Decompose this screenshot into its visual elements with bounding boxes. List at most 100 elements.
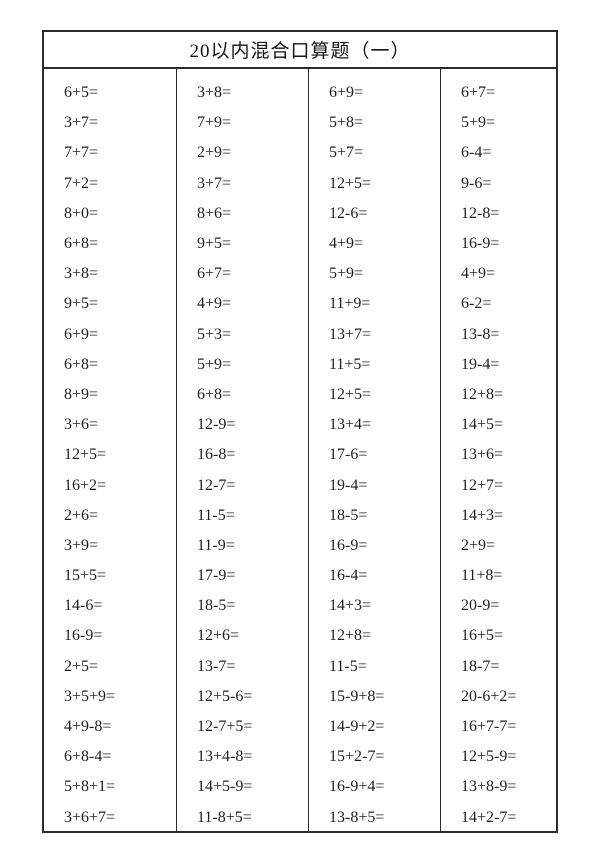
problem-text: 16-8=	[197, 446, 236, 464]
problem-text: 16-9=	[461, 235, 500, 253]
problem-text: 18-7=	[461, 657, 500, 675]
problem-text: 4+9=	[329, 235, 364, 253]
problem-cell: 6-4=	[461, 138, 556, 168]
problem-text: 4+9-8=	[64, 718, 112, 736]
problem-cell: 5+9=	[461, 108, 556, 138]
problem-cell: 14+3=	[461, 501, 556, 531]
problem-cell: 7+7=	[64, 138, 176, 168]
problem-cell: 4+9=	[197, 289, 308, 319]
problem-text: 3+6+7=	[64, 808, 116, 826]
problem-cell: 12-7+5=	[197, 712, 308, 742]
problem-cell: 3+7=	[197, 169, 308, 199]
problem-text: 12-8=	[461, 204, 500, 222]
problem-text: 17-6=	[329, 446, 368, 464]
problem-text: 3+8=	[197, 84, 232, 102]
problem-text: 6+8=	[64, 235, 99, 253]
problem-text: 12+5-9=	[461, 748, 517, 766]
problem-cell: 13-8+5=	[329, 803, 440, 833]
problem-cell: 18-5=	[329, 501, 440, 531]
problem-cell: 5+8+1=	[64, 772, 176, 802]
problem-cell: 16+7-7=	[461, 712, 556, 742]
problem-text: 5+8+1=	[64, 778, 116, 796]
problem-cell: 13-8=	[461, 320, 556, 350]
problem-text: 12+8=	[461, 385, 504, 403]
problem-text: 9+5=	[197, 235, 232, 253]
problem-text: 13+6=	[461, 446, 504, 464]
problem-text: 16-4=	[329, 567, 368, 585]
problem-text: 12+7=	[461, 476, 504, 494]
problem-cell: 11+9=	[329, 289, 440, 319]
problem-cell: 16+2=	[64, 470, 176, 500]
problem-text: 12+5=	[64, 446, 107, 464]
problem-cell: 16-4=	[329, 561, 440, 591]
problem-cell: 17-9=	[197, 561, 308, 591]
problem-text: 5+8=	[329, 114, 364, 132]
problem-cell: 3+6=	[64, 410, 176, 440]
problem-cell: 5+9=	[329, 259, 440, 289]
problem-cell: 5+9=	[197, 350, 308, 380]
problem-cell: 11-5=	[197, 501, 308, 531]
problem-text: 12+8=	[329, 627, 372, 645]
problem-text: 14+3=	[329, 597, 372, 615]
problem-cell: 11-5=	[329, 652, 440, 682]
problem-text: 13-8+5=	[329, 808, 385, 826]
problem-text: 14-9+2=	[329, 718, 385, 736]
problem-text: 8+9=	[64, 385, 99, 403]
problem-text: 15+2-7=	[329, 748, 385, 766]
problem-text: 12-7=	[197, 476, 236, 494]
problem-text: 14+5=	[461, 416, 504, 434]
problem-cell: 12-9=	[197, 410, 308, 440]
problem-cell: 16-9=	[329, 531, 440, 561]
problem-cell: 12+5=	[64, 440, 176, 470]
problem-cell: 15+5=	[64, 561, 176, 591]
problem-cell: 4+9=	[461, 259, 556, 289]
problem-cell: 4+9=	[329, 229, 440, 259]
problem-cell: 6+8=	[64, 229, 176, 259]
problem-cell: 3+8=	[197, 78, 308, 108]
problem-cell: 8+0=	[64, 199, 176, 229]
problem-cell: 6+5=	[64, 78, 176, 108]
problem-text: 12-7+5=	[197, 718, 253, 736]
problem-text: 3+7=	[197, 174, 232, 192]
problem-text: 3+5+9=	[64, 687, 116, 705]
problem-cell: 20-9=	[461, 591, 556, 621]
problem-text: 6+5=	[64, 84, 99, 102]
problem-text: 6+7=	[461, 84, 496, 102]
problem-text: 18-5=	[329, 506, 368, 524]
worksheet-title-row: 20以内混合口算题（一）	[44, 32, 556, 69]
problem-text: 16-9=	[64, 627, 103, 645]
problem-cell: 14+3=	[329, 591, 440, 621]
problem-cell: 13+6=	[461, 440, 556, 470]
problem-text: 6-4=	[461, 144, 492, 162]
problem-text: 7+9=	[197, 114, 232, 132]
problem-text: 5+7=	[329, 144, 364, 162]
problem-text: 5+3=	[197, 325, 232, 343]
problem-cell: 13-7=	[197, 652, 308, 682]
problem-text: 14+2-7=	[461, 808, 517, 826]
problem-text: 19-4=	[329, 476, 368, 494]
problem-text: 19-4=	[461, 355, 500, 373]
problem-cell: 6-2=	[461, 289, 556, 319]
problem-column-4: 6+7= 5+9= 6-4= 9-6= 12-8= 16-9= 4+9= 6-2= 13-8= 1…	[441, 69, 556, 831]
problems-grid: 6+5= 3+7= 7+7= 7+2= 8+0= 6+8= 3+8= 9+5= 6+9= 6+8=…	[44, 69, 556, 831]
problem-text: 7+2=	[64, 174, 99, 192]
problem-cell: 12+7=	[461, 470, 556, 500]
problem-cell: 3+6+7=	[64, 803, 176, 833]
problem-cell: 3+9=	[64, 531, 176, 561]
problem-cell: 12+8=	[461, 380, 556, 410]
worksheet: 20以内混合口算题（一） 6+5= 3+7= 7+7= 7+2= 8+0= 6+8= 3+8…	[42, 30, 558, 833]
problem-text: 5+9=	[329, 265, 364, 283]
problem-text: 14+3=	[461, 506, 504, 524]
problem-text: 6+9=	[64, 325, 99, 343]
problem-cell: 19-4=	[461, 350, 556, 380]
problem-cell: 16-9=	[461, 229, 556, 259]
problem-cell: 12+5=	[329, 380, 440, 410]
problem-cell: 16+5=	[461, 621, 556, 651]
problem-text: 16-9=	[329, 536, 368, 554]
problem-cell: 7+9=	[197, 108, 308, 138]
problem-text: 9-6=	[461, 174, 492, 192]
problem-cell: 9-6=	[461, 169, 556, 199]
problem-cell: 12-6=	[329, 199, 440, 229]
problem-cell: 5+8=	[329, 108, 440, 138]
problem-text: 4+9=	[197, 295, 232, 313]
